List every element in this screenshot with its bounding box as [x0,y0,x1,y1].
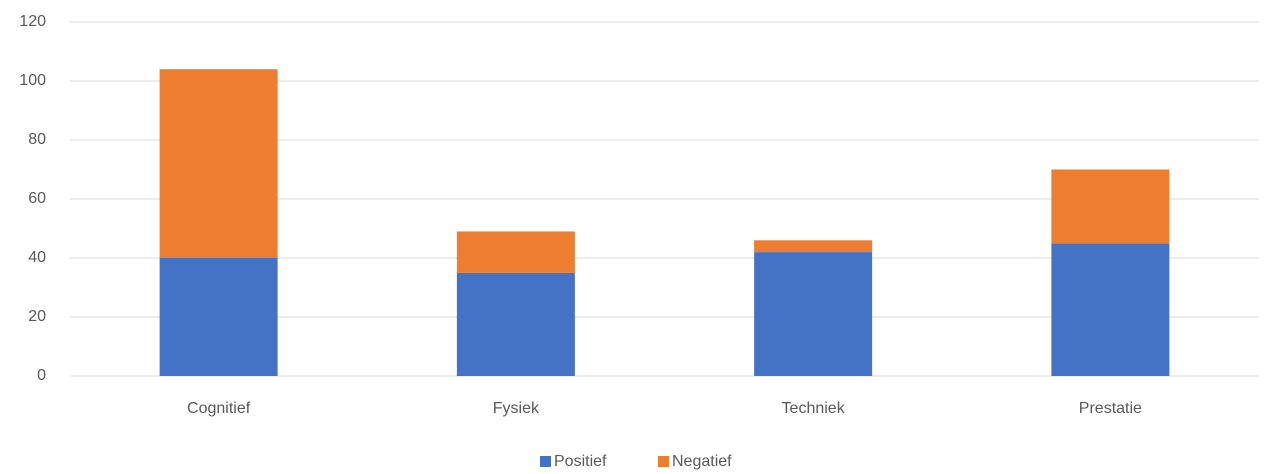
x-tick-label: Cognitief [187,400,251,417]
bar-segment [1051,243,1170,376]
legend-label: Positief [554,453,607,470]
legend-label: Negatief [672,453,732,470]
y-tick-label: 60 [28,190,46,207]
y-tick-label: 120 [19,13,46,30]
bar-segment [456,231,575,273]
x-tick-label: Fysiek [493,400,540,417]
bar-segment [456,272,575,376]
bar-segment [159,69,278,258]
bar-segment [754,252,873,376]
bar-segment [159,258,278,376]
bar-segment [1051,169,1170,244]
legend-swatch [658,456,669,467]
legend-swatch [540,456,551,467]
y-tick-label: 80 [28,131,46,148]
y-tick-label: 0 [37,367,46,384]
x-tick-label: Prestatie [1079,400,1142,417]
y-tick-label: 100 [19,72,46,89]
x-tick-label: Techniek [782,400,846,417]
y-tick-label: 40 [28,249,46,266]
y-tick-label: 20 [28,308,46,325]
bar-segment [754,240,873,253]
